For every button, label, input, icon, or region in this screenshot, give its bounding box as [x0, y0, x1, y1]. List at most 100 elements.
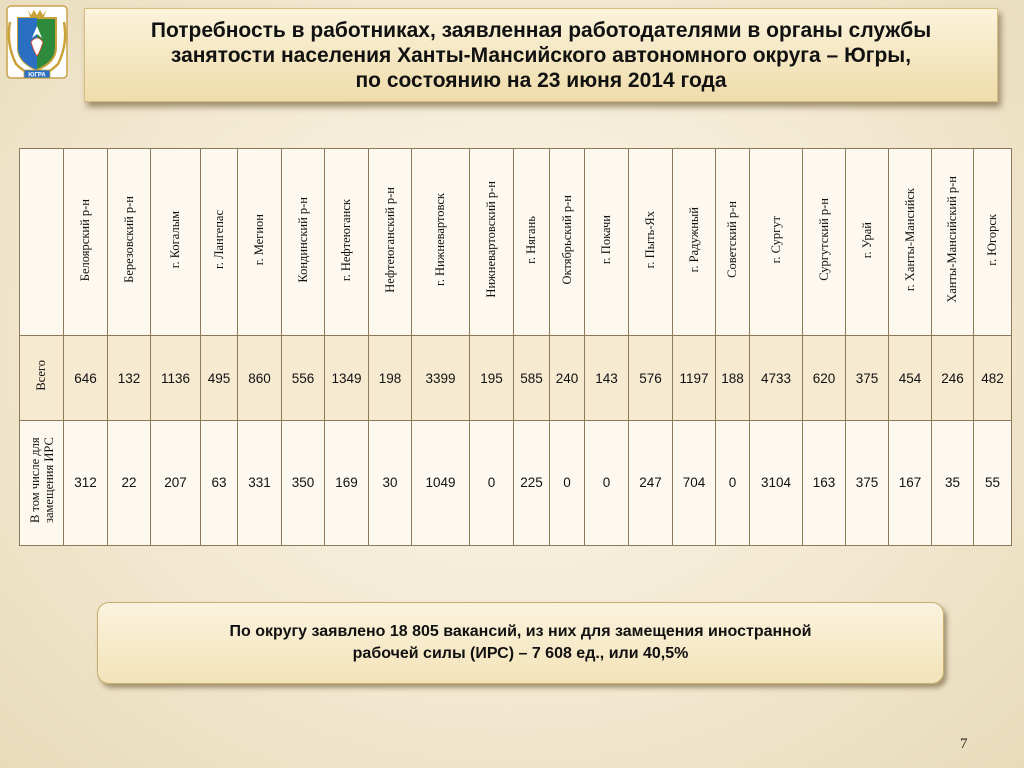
column-header: г. Когалым: [150, 147, 201, 337]
column-header-label: г. Нижневартовск: [433, 193, 447, 287]
row-header-label: Всего: [34, 360, 48, 391]
summary-line-2: рабочей силы (ИРС) – 7 608 ед., или 40,5…: [352, 645, 689, 662]
column-header-label: Октябрьский р-н: [559, 194, 574, 285]
table-cell: 0: [549, 419, 585, 547]
column-header-label: г. Мегион: [252, 214, 266, 266]
column-header-label: г. Югорск: [985, 213, 999, 266]
column-header-label: г. Когалым: [168, 211, 182, 269]
table-cell: 556: [281, 335, 325, 421]
column-header-label: Нефтеюганский р-н: [382, 186, 397, 293]
column-header-label: Белоярский р-н: [78, 198, 92, 281]
table-cell: 375: [845, 335, 889, 421]
table-cell: 30: [368, 419, 412, 547]
row-header-label: В том числе для замещения ИРС: [27, 437, 56, 524]
table-cell: 495: [200, 335, 238, 421]
column-header: г. Нефтеюганск: [324, 147, 369, 337]
table-cell: 169: [324, 419, 369, 547]
table-cell: 188: [715, 335, 750, 421]
table-cell: 4733: [749, 335, 803, 421]
column-header: г. Нижневартовск: [411, 147, 470, 337]
column-header-label: г. Сургут: [768, 216, 783, 264]
column-header-label: Кондинский р-н: [295, 196, 310, 283]
column-header: г. Пыть-Ях: [628, 147, 673, 337]
summary-text: По округу заявлено 18 805 вакансий, из н…: [230, 621, 812, 665]
summary-box: По округу заявлено 18 805 вакансий, из н…: [97, 602, 944, 684]
table-cell: 198: [368, 335, 412, 421]
title-line-2: занятости населения Ханты-Мансийского ав…: [170, 43, 912, 67]
corner-cell: [19, 147, 64, 337]
table-cell: 207: [150, 419, 201, 547]
table-cell: 163: [802, 419, 846, 547]
column-header: Белоярский р-н: [63, 147, 108, 337]
column-header-label: г. Нефтеюганск: [339, 198, 353, 281]
column-header: г. Радужный: [672, 147, 716, 337]
table-cell: 1349: [324, 335, 369, 421]
table-cell: 3104: [749, 419, 803, 547]
column-header: г. Мегион: [237, 147, 282, 337]
column-header: г. Сургут: [749, 147, 803, 337]
column-header-label: г. Нягань: [524, 215, 538, 264]
column-header-label: Ханты-Мансийский р-н: [945, 176, 959, 304]
table-cell: 225: [513, 419, 550, 547]
table-cell: 375: [845, 419, 889, 547]
table-cell: 55: [973, 419, 1012, 547]
column-header: г. Нягань: [513, 147, 550, 337]
table-cell: 132: [107, 335, 151, 421]
table-cell: 3399: [411, 335, 470, 421]
column-header: г. Покачи: [584, 147, 629, 337]
column-header: г. Урай: [845, 147, 889, 337]
table-cell: 246: [931, 335, 974, 421]
column-header: Кондинский р-н: [281, 147, 325, 337]
emblem-label: ЮГРА: [28, 73, 46, 79]
table-cell: 350: [281, 419, 325, 547]
table-cell: 1197: [672, 335, 716, 421]
table-cell: 1136: [150, 335, 201, 421]
table-cell: 0: [584, 419, 629, 547]
summary-line-1: По округу заявлено 18 805 вакансий, из н…: [229, 623, 812, 640]
page-number: 7: [960, 736, 968, 752]
table-cell: 0: [469, 419, 514, 547]
column-header: Октябрьский р-н: [549, 147, 585, 337]
table-cell: 312: [63, 419, 108, 547]
column-header-label: г. Пыть-Ях: [643, 211, 657, 269]
table-cell: 576: [628, 335, 673, 421]
column-header-label: Нижневартовский р-н: [484, 181, 498, 299]
page-title: Потребность в работниках, заявленная раб…: [151, 18, 931, 93]
table-cell: 247: [628, 419, 673, 547]
coat-of-arms-icon: ЮГРА: [4, 4, 70, 82]
column-header: Нижневартовский р-н: [469, 147, 514, 337]
table-cell: 860: [237, 335, 282, 421]
column-header: г. Югорск: [973, 147, 1012, 337]
title-line-1: Потребность в работниках, заявленная раб…: [150, 18, 932, 42]
table-cell: 143: [584, 335, 629, 421]
column-header: Ханты-Мансийский р-н: [931, 147, 974, 337]
column-header: г. Ханты-Мансийск: [888, 147, 932, 337]
vacancy-table: Белоярский р-н Березовский р-н г. Когалы…: [19, 147, 1012, 547]
table-row-irs: В том числе для замещения ИРС 312 22 207…: [19, 419, 1012, 547]
column-header-label: г. Радужный: [686, 207, 701, 273]
table-cell: 331: [237, 419, 282, 547]
table-cell: 482: [973, 335, 1012, 421]
column-header: г. Лангепас: [200, 147, 238, 337]
column-header-label: г. Покачи: [599, 215, 613, 265]
row-header: В том числе для замещения ИРС: [19, 419, 64, 547]
table-cell: 585: [513, 335, 550, 421]
column-header: Березовский р-н: [107, 147, 151, 337]
column-header-label: г. Лангепас: [211, 210, 226, 270]
column-header-label: г. Урай: [859, 221, 874, 258]
table-cell: 454: [888, 335, 932, 421]
column-header-label: Советский р-н: [725, 201, 739, 279]
table-row-total: Всего 646 132 1136 495 860 556 1349 198 …: [19, 335, 1012, 421]
column-header-label: Березовский р-н: [121, 196, 136, 284]
table-cell: 704: [672, 419, 716, 547]
column-header: Советский р-н: [715, 147, 750, 337]
table-cell: 240: [549, 335, 585, 421]
table-cell: 620: [802, 335, 846, 421]
table-cell: 195: [469, 335, 514, 421]
header-row: Белоярский р-н Березовский р-н г. Когалы…: [19, 147, 1012, 337]
table-cell: 0: [715, 419, 750, 547]
title-box: Потребность в работниках, заявленная раб…: [84, 8, 998, 102]
table-cell: 1049: [411, 419, 470, 547]
table-cell: 22: [107, 419, 151, 547]
table-cell: 167: [888, 419, 932, 547]
